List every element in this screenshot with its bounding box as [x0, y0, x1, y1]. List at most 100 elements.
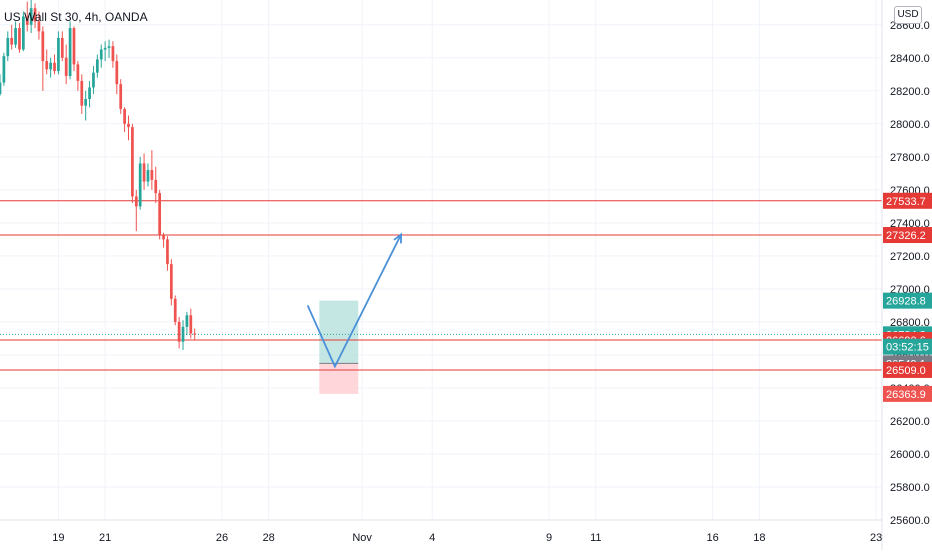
time-tick-label: 16	[706, 532, 718, 544]
price-tag-bg	[883, 192, 932, 209]
countdown-tag: 03:52:15	[886, 342, 929, 354]
candle-body	[33, 8, 37, 22]
candle-body	[2, 56, 6, 83]
candle-body	[37, 21, 41, 32]
time-tick-label: 19	[52, 532, 64, 544]
price-tick-label: 28200.0	[890, 86, 930, 98]
candle-body	[14, 28, 17, 45]
candle-body	[150, 170, 154, 180]
candle-body	[10, 37, 14, 45]
time-tick-label: 28	[263, 532, 275, 544]
candle-body	[131, 127, 134, 197]
candle-body	[92, 72, 95, 88]
price-tag-bg	[883, 292, 932, 309]
time-tick-label: Nov	[352, 532, 372, 544]
stop-zone	[319, 363, 359, 394]
time-tick-label: 4	[429, 532, 435, 544]
candle-body	[127, 123, 130, 128]
grid-lines	[0, 0, 882, 521]
time-tick-label: 26	[216, 532, 228, 544]
candle-body	[146, 170, 150, 182]
time-tick-label: 11	[590, 532, 601, 544]
time-tick-label: 9	[546, 532, 552, 544]
currency-button[interactable]: USD	[894, 6, 922, 24]
candle-body	[95, 59, 99, 73]
price-tick-label: 27800.0	[890, 152, 930, 164]
candle-body	[193, 333, 197, 335]
candle-body	[6, 37, 10, 57]
candle-body	[88, 87, 91, 100]
candle-body	[181, 326, 185, 342]
price-tick-label: 27200.0	[890, 251, 930, 263]
candle-body	[138, 163, 142, 207]
candle-body	[185, 315, 189, 327]
price-tag-bg	[883, 385, 932, 402]
price-tag-bg	[883, 227, 932, 244]
candle-body	[68, 28, 72, 76]
candle-body	[158, 193, 162, 235]
price-tick-label: 26800.0	[890, 317, 930, 329]
price-tag: 26928.8	[886, 296, 926, 308]
candle-body	[123, 108, 126, 124]
candle-body	[107, 46, 111, 48]
candle-body	[111, 46, 115, 62]
candle-body	[25, 16, 29, 25]
candle-body	[64, 57, 68, 76]
candle-body	[154, 179, 158, 194]
candle-body	[99, 49, 103, 60]
candle-body	[169, 264, 173, 299]
candle-body	[166, 239, 169, 265]
candle-body	[115, 61, 119, 85]
price-tags: 27533.727326.226928.826724.826690.626549…	[883, 192, 932, 402]
candle-body	[189, 315, 193, 334]
candle-body	[53, 62, 56, 71]
candle-body	[103, 47, 107, 50]
price-axis[interactable]	[882, 0, 932, 550]
candle-body	[49, 62, 52, 70]
symbol-title: US Wall St 30, 4h, OANDA	[4, 10, 148, 24]
projection-arrow	[306, 232, 403, 369]
candle-body	[22, 16, 25, 50]
price-tick-label: 28000.0	[890, 119, 930, 131]
price-tag: 26509.0	[886, 365, 926, 377]
price-tag: 27326.2	[886, 230, 926, 242]
price-tick-label: 25800.0	[890, 482, 930, 494]
candle-body	[173, 298, 177, 322]
time-axis-ticks[interactable]: 19 21 26 28 Nov 4 9 11 16 18 23	[52, 532, 882, 544]
candle-body	[142, 163, 146, 182]
candle-body	[76, 64, 80, 81]
candles	[0, 0, 197, 350]
time-tick-label: 21	[99, 532, 111, 544]
price-tag: 26363.9	[886, 389, 926, 401]
time-tick-label: 23	[870, 532, 882, 544]
candle-body	[0, 82, 2, 95]
candle-body	[45, 61, 49, 70]
candle-body	[84, 99, 88, 106]
price-tick-label: 26200.0	[890, 416, 930, 428]
position-zones	[319, 300, 359, 394]
price-tag: 27533.7	[886, 196, 926, 208]
price-tag-bg	[883, 361, 932, 378]
time-tick-label: 18	[753, 532, 765, 544]
candle-body	[18, 28, 21, 50]
projection-path[interactable]	[306, 234, 402, 369]
price-tick-label: 27400.0	[890, 218, 930, 230]
candle-body	[177, 321, 181, 342]
candle-body	[162, 234, 165, 240]
candle-body	[41, 31, 45, 62]
candle-body	[134, 196, 138, 207]
arrow-head	[393, 232, 403, 244]
price-tick-label: 25600.0	[890, 515, 930, 527]
candle-body	[119, 84, 123, 109]
candle-body	[57, 37, 60, 71]
price-tick-label: 26000.0	[890, 449, 930, 461]
candle-body	[80, 80, 84, 106]
candle-body	[60, 37, 64, 58]
candle-body	[29, 8, 33, 25]
countdown-tag-bg	[883, 338, 932, 355]
price-tick-label: 28400.0	[890, 53, 930, 65]
horizontal-lines	[0, 200, 882, 371]
